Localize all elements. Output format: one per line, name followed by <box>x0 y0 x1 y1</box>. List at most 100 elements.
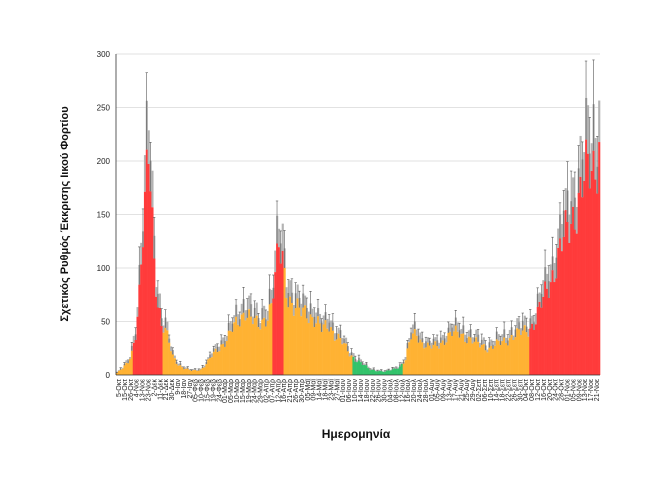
bar <box>261 319 264 375</box>
bar <box>117 370 121 375</box>
bar <box>544 281 547 375</box>
x-tick-label: 10-Μαρ <box>234 379 241 403</box>
bar-upper-band <box>482 337 485 345</box>
bar <box>551 270 554 375</box>
bar <box>121 368 124 375</box>
bar <box>132 342 135 375</box>
bar-upper-band <box>296 284 299 299</box>
bar <box>244 320 247 375</box>
bar-upper-band <box>251 316 255 325</box>
x-tick-label: 07-Απρ <box>269 379 276 403</box>
bar <box>387 370 390 375</box>
bar-upper-band <box>374 370 377 372</box>
bar-upper-band <box>497 334 500 341</box>
bar-upper-band <box>568 214 571 243</box>
bar <box>557 247 560 375</box>
x-tick-label: 30-Απρ <box>299 379 306 403</box>
bar <box>501 341 504 375</box>
bar-upper-band <box>151 170 154 208</box>
bar-upper-band <box>218 346 221 352</box>
bar <box>333 340 336 375</box>
bar <box>454 325 457 375</box>
bar <box>330 327 333 375</box>
bar <box>365 365 368 375</box>
bar <box>475 337 478 375</box>
bar-upper-band <box>225 335 228 342</box>
x-tick-label: 26-Απρ <box>293 379 300 403</box>
x-tick-label: 12-Απρ <box>275 379 282 403</box>
bar <box>194 369 197 375</box>
bar-upper-band <box>519 328 523 335</box>
bar <box>315 323 318 375</box>
bar-upper-band <box>426 337 430 343</box>
bar <box>341 344 344 375</box>
bar <box>171 354 175 375</box>
bar <box>430 348 433 375</box>
bar <box>486 352 489 375</box>
x-tick-label: 09-Αυγ <box>441 379 448 402</box>
bar <box>240 314 243 375</box>
bar-upper-band <box>192 369 195 371</box>
bar <box>242 312 245 375</box>
x-tick-label: 15-Οκτ <box>122 379 129 401</box>
bar <box>560 251 564 375</box>
axes <box>115 54 600 376</box>
x-tick-label: 18-Ιουν <box>364 379 371 403</box>
bar <box>287 307 290 375</box>
bar <box>408 342 411 375</box>
bar <box>583 180 586 375</box>
x-axis-title: Ημερομηνία <box>322 427 391 441</box>
bar <box>594 179 597 375</box>
bar <box>270 303 273 375</box>
bar <box>443 344 446 375</box>
bar-upper-band <box>523 315 526 326</box>
bar <box>527 336 530 375</box>
bar <box>220 344 223 375</box>
bar <box>372 369 376 375</box>
bar <box>277 247 281 375</box>
x-tick-label: 02-Απρ <box>264 379 271 403</box>
bar <box>184 368 188 375</box>
bar <box>458 337 461 375</box>
bar-upper-band <box>315 312 318 324</box>
bar-upper-band <box>505 337 508 343</box>
bar <box>581 197 584 375</box>
bar <box>255 315 258 375</box>
x-tick-label: 30-Ιουν <box>382 379 389 403</box>
bar <box>516 328 519 375</box>
bar <box>518 329 521 375</box>
y-tick-label: 50 <box>101 318 110 327</box>
bar-upper-band <box>289 280 292 297</box>
bar <box>235 316 238 375</box>
bar <box>238 326 242 375</box>
bar-upper-band <box>136 307 139 317</box>
bar <box>125 362 128 375</box>
bar <box>495 339 498 375</box>
bar <box>136 316 139 375</box>
bar-upper-band <box>557 228 560 248</box>
bar-upper-band <box>371 368 374 370</box>
x-tick-label: 01-Μαρ <box>222 379 229 403</box>
bar-upper-band <box>512 335 515 341</box>
bar <box>307 323 310 375</box>
bar <box>439 342 443 375</box>
bar <box>415 335 418 375</box>
bar <box>346 351 349 375</box>
bar <box>397 368 400 375</box>
bar <box>590 171 593 375</box>
bar <box>434 341 437 375</box>
bar <box>142 247 145 375</box>
bar <box>402 363 405 375</box>
x-tick-label: 13-Νοε <box>140 379 147 401</box>
bar-upper-band <box>121 367 124 369</box>
x-tick-label: 18-Μαϊ <box>323 379 330 401</box>
bar <box>393 368 396 375</box>
bar <box>116 372 119 375</box>
bar-upper-band <box>527 328 530 337</box>
x-tick-label: 15-Φεβ <box>204 379 211 402</box>
y-axis-title: Σχετικός Ρυθμός Έκκρισης Ιικού Φορτίου <box>59 106 71 321</box>
x-tick-label: 04-Ιουλ <box>387 379 394 403</box>
bar-upper-band <box>378 369 381 371</box>
